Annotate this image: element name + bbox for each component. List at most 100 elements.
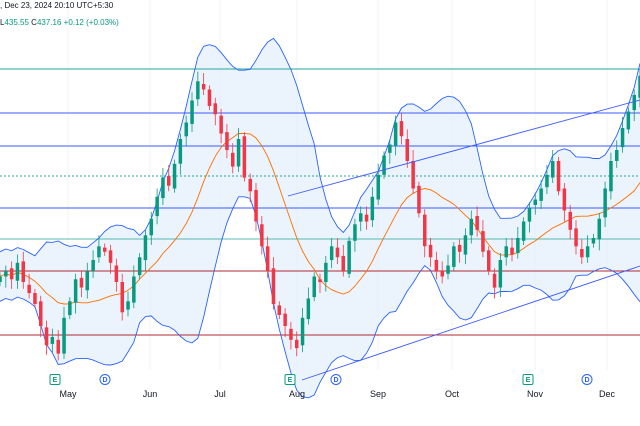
candle-body — [341, 255, 345, 271]
candle-body — [15, 262, 20, 281]
candle-body — [527, 207, 532, 222]
candle-body — [248, 178, 252, 192]
candle-body — [382, 155, 386, 175]
candle-body — [492, 273, 497, 288]
candle-body — [39, 301, 43, 327]
earnings-event-icon[interactable]: E — [284, 374, 296, 385]
earnings-event-icon[interactable]: E — [49, 374, 61, 385]
candle-body — [231, 152, 235, 167]
candle-body — [423, 214, 427, 247]
candle-body — [0, 276, 2, 282]
candle-body — [225, 132, 229, 150]
candle-body — [265, 246, 270, 272]
candle-body — [167, 176, 171, 186]
x-axis-label: May — [59, 389, 77, 399]
bollinger-upper — [0, 37, 640, 257]
candle-body — [207, 89, 212, 106]
candle-body — [312, 276, 316, 298]
candle-body — [487, 250, 491, 271]
low-label: L — [0, 18, 5, 27]
candle-body — [615, 150, 619, 161]
candle-body — [545, 174, 549, 188]
x-axis-label: Dec — [598, 389, 616, 399]
x-axis-label: Oct — [444, 389, 460, 399]
candle-body — [137, 257, 142, 276]
candle-body — [289, 328, 293, 340]
candle-body — [329, 246, 334, 261]
candle-body — [219, 115, 223, 134]
candle-body — [318, 279, 322, 283]
candle-body — [126, 301, 130, 310]
candle-body — [260, 224, 264, 247]
candle-body — [236, 139, 241, 167]
trend-channel[interactable] — [287, 99, 640, 381]
candle-body — [33, 293, 37, 304]
low-value: 435.55 — [4, 18, 29, 27]
candle-body — [50, 337, 55, 344]
candle-body — [178, 139, 183, 164]
candle-body — [551, 161, 555, 178]
candle-body — [324, 262, 328, 283]
ohlc-readout: L435.55 C437.16 +0.12 (+0.03%) — [0, 18, 119, 27]
candle-body — [510, 247, 514, 255]
candle-body — [271, 268, 276, 305]
candle-body — [114, 265, 119, 282]
candle-body — [103, 247, 107, 252]
candles — [0, 68, 640, 361]
dividend-event-icon[interactable]: D — [581, 374, 593, 385]
candle-body — [428, 244, 433, 258]
candle-body — [300, 317, 305, 346]
candle-body — [161, 177, 165, 199]
candle-body — [79, 277, 84, 288]
candle-body — [190, 100, 194, 124]
candle-body — [591, 238, 596, 244]
candle-body — [434, 260, 439, 271]
candle-body — [68, 301, 72, 316]
earnings-event-icon[interactable]: E — [522, 374, 534, 385]
candle-body — [91, 260, 95, 271]
candle-body — [295, 339, 299, 349]
candle-body — [457, 244, 462, 252]
candle-body — [4, 271, 8, 277]
candle-body — [120, 282, 124, 313]
candle-body — [539, 188, 543, 201]
dividend-event-icon[interactable]: D — [99, 374, 111, 385]
x-axis-label: Aug — [288, 389, 306, 399]
dividend-event-icon[interactable]: D — [330, 374, 342, 385]
candle-body — [155, 196, 159, 217]
candle-body — [85, 271, 89, 291]
candle-body — [27, 284, 31, 294]
candle-body — [626, 111, 631, 130]
candle-body — [446, 265, 450, 274]
candle-body — [335, 247, 340, 258]
candle-body — [469, 218, 473, 236]
candle-body — [516, 238, 520, 254]
close-label: C — [31, 18, 37, 27]
candle-body — [521, 221, 526, 241]
candle-body — [242, 136, 247, 178]
x-axis-label: Sep — [369, 389, 387, 399]
trendline-lower — [301, 265, 640, 381]
candle-body — [44, 327, 49, 346]
candle-body — [254, 189, 258, 222]
candle-body — [620, 128, 625, 148]
candle-body — [562, 188, 567, 211]
x-axis-label: Nov — [526, 389, 544, 399]
candle-body — [393, 122, 398, 146]
candle-body — [283, 313, 287, 326]
bollinger-band-fill — [0, 38, 640, 398]
candle-body — [73, 279, 78, 303]
x-axis-label: Jul — [214, 389, 226, 399]
candle-body — [353, 224, 357, 241]
candle-body — [9, 268, 14, 280]
candle-body — [359, 213, 363, 222]
candle-body — [172, 163, 177, 189]
x-axis-label: Jun — [142, 389, 158, 399]
header-date: , Dec 23, 2024 20:10 UTC+5:30 — [0, 1, 114, 10]
close-value: 437.16 — [36, 18, 62, 27]
candle-body — [62, 317, 66, 354]
bollinger-lower — [0, 196, 640, 399]
candle-body — [597, 218, 601, 240]
candle-body — [56, 339, 60, 354]
